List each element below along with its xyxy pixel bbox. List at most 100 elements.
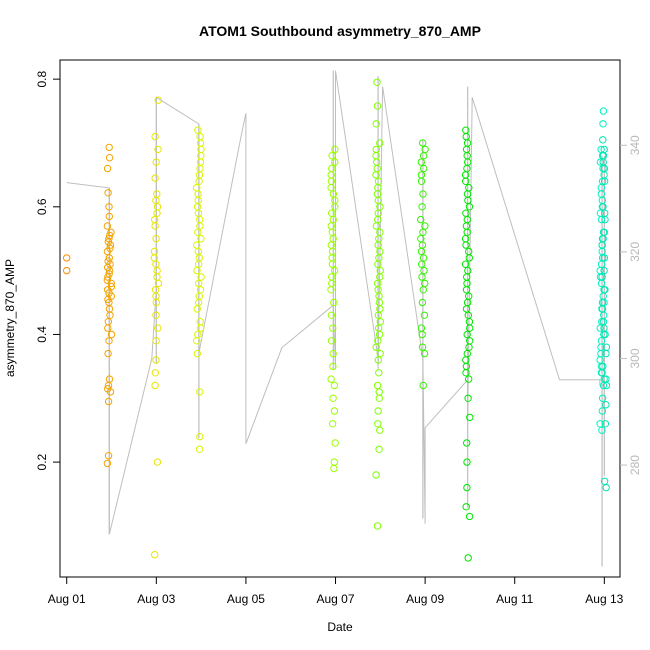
y-axis-label: asymmetry_870_AMP [3, 259, 17, 377]
data-point [599, 381, 608, 390]
data-point [330, 298, 338, 307]
data-point [463, 164, 471, 173]
data-point [465, 375, 473, 383]
y-right-tick-label: 320 [628, 242, 642, 262]
data-point [62, 254, 71, 262]
data-point [154, 279, 163, 288]
data-point [419, 381, 427, 390]
data-point [601, 330, 609, 339]
x-tick-label: Aug 09 [406, 592, 444, 606]
data-point [600, 254, 608, 262]
data-point [107, 279, 115, 288]
y-axis-right: 280 300 320 340 [620, 135, 642, 475]
x-tick-label: Aug 13 [585, 592, 623, 606]
data-point [462, 241, 470, 249]
data-point [151, 174, 159, 182]
data-point [600, 266, 608, 275]
data-point [104, 295, 112, 304]
data-point [196, 164, 204, 173]
data-point [602, 401, 610, 409]
data-point [329, 235, 337, 243]
data-point [373, 522, 382, 530]
data-point [372, 471, 380, 479]
data-point [151, 381, 159, 390]
data-point [601, 286, 609, 294]
data-point [327, 311, 336, 319]
data-point [328, 209, 336, 217]
data-point [463, 483, 471, 492]
data-point [376, 349, 384, 358]
data-point [194, 126, 202, 134]
data-point [105, 212, 114, 221]
data-point [194, 330, 202, 339]
data-point [461, 260, 470, 268]
data-point [417, 158, 425, 166]
data-point [330, 266, 339, 275]
data-point [196, 132, 204, 141]
data-point [375, 254, 383, 262]
data-point [328, 247, 337, 256]
y-right-tick-label: 280 [628, 455, 642, 475]
data-point [420, 311, 429, 319]
data-point [417, 324, 426, 332]
data-point [463, 273, 471, 281]
data-point [329, 362, 337, 371]
data-point [376, 273, 384, 281]
data-point [107, 228, 115, 237]
data-point [152, 158, 160, 166]
data-point [373, 381, 382, 390]
y-tick-label: 0.6 [35, 198, 49, 215]
data-point [107, 330, 116, 339]
data-point [196, 286, 205, 294]
data-point [151, 132, 159, 141]
data-point [463, 458, 471, 466]
data-point [151, 222, 159, 230]
data-points-layer [62, 78, 611, 562]
data-point [196, 139, 205, 147]
data-point [104, 397, 113, 406]
secondary-line-layer [66, 70, 605, 567]
data-point [195, 171, 204, 179]
data-point [372, 171, 380, 179]
data-point [599, 136, 607, 144]
x-tick-label: Aug 07 [316, 592, 354, 606]
x-tick-label: Aug 01 [48, 592, 86, 606]
data-point [106, 311, 114, 319]
data-point [331, 196, 339, 205]
data-point [373, 158, 381, 166]
data-point [328, 228, 336, 237]
data-point [104, 189, 112, 197]
data-point [151, 369, 160, 377]
data-point [465, 203, 474, 211]
data-point [463, 439, 471, 447]
data-point [329, 215, 337, 224]
data-point [196, 388, 204, 396]
data-point [464, 311, 472, 319]
y-tick-label: 0.2 [35, 453, 49, 470]
data-point [328, 273, 336, 281]
data-point [197, 324, 205, 332]
data-point [329, 324, 337, 332]
data-point [374, 407, 382, 415]
data-point [152, 298, 161, 307]
data-point [419, 190, 427, 198]
data-point [151, 286, 160, 294]
data-point [328, 279, 336, 288]
data-point [372, 222, 381, 230]
data-point [600, 177, 609, 186]
data-point [151, 215, 159, 224]
data-point [151, 551, 159, 559]
data-point [600, 164, 609, 173]
data-point [419, 152, 428, 160]
data-point [152, 311, 160, 319]
data-point [103, 222, 112, 230]
data-point [417, 215, 425, 224]
data-point [373, 102, 382, 110]
data-point [154, 324, 162, 332]
x-tick-label: Aug 03 [137, 592, 175, 606]
data-point [374, 311, 382, 319]
data-point [462, 145, 471, 154]
data-point [462, 369, 470, 377]
data-point [331, 158, 339, 166]
data-point [465, 247, 473, 256]
